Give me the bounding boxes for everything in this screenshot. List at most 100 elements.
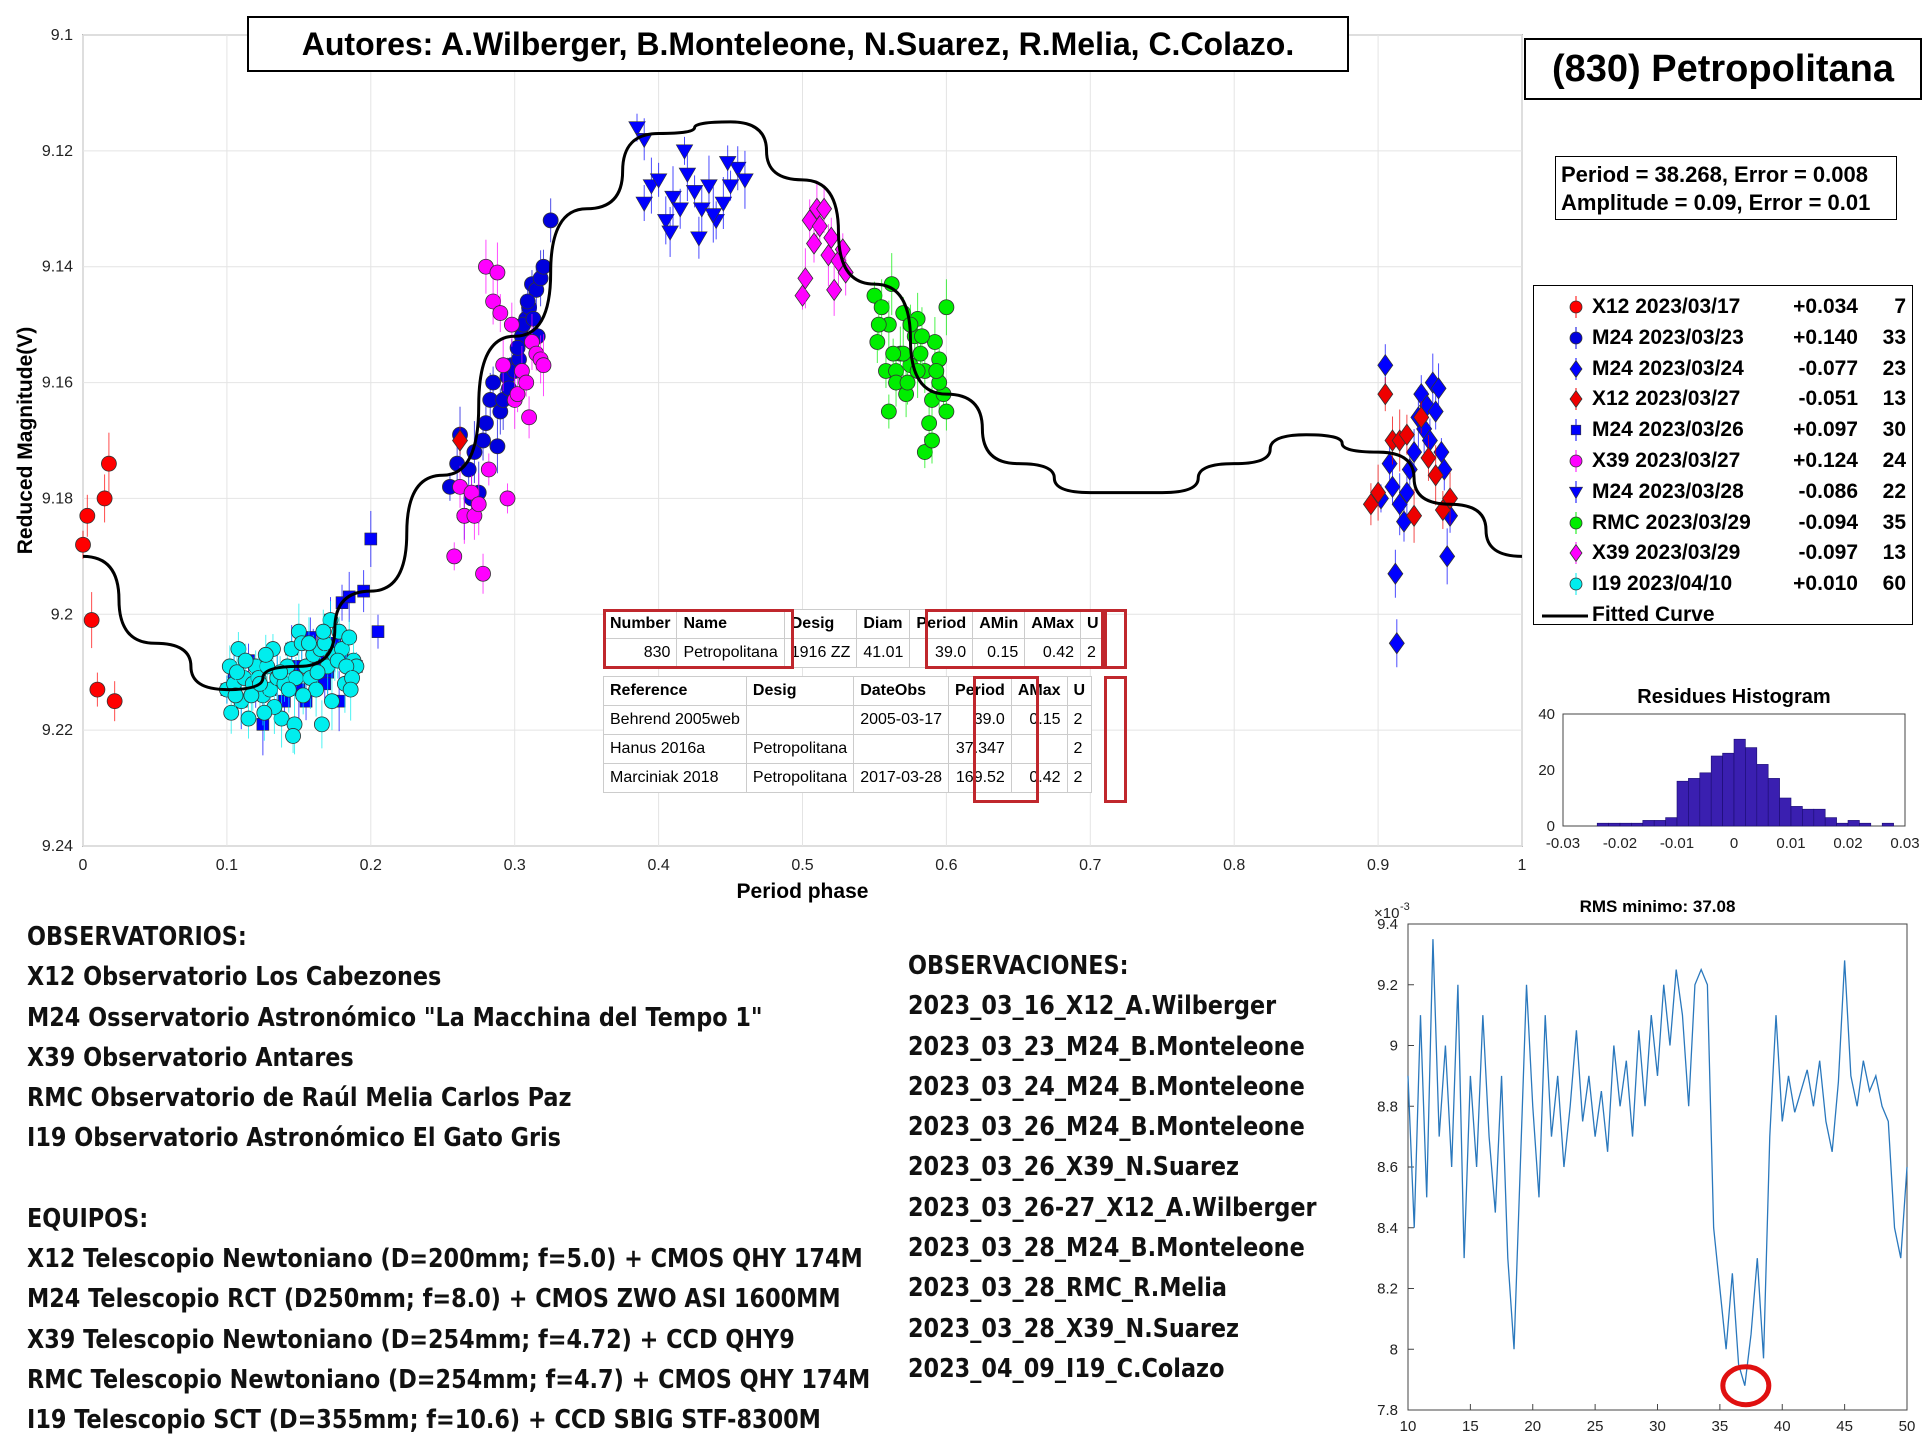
equipo-item: X12 Telescopio Newtoniano (D=200mm; f=5.… [27, 1244, 863, 1275]
observacion-item: 2023_03_28_M24_B.Monteleone [908, 1233, 1305, 1264]
legend-marker-icon [1569, 326, 1583, 349]
histogram-bar [1722, 752, 1735, 827]
histogram-bar [1653, 820, 1666, 827]
y-tick-label: 9.22 [42, 722, 73, 739]
data-point [826, 278, 843, 302]
data-point [1569, 516, 1583, 529]
legend-label: Fitted Curve [1592, 603, 1715, 626]
data-point [1568, 486, 1584, 499]
observatorio-item: I19 Observatorio Astronómico El Gato Gri… [27, 1123, 561, 1154]
y-tick-label: 9.14 [42, 259, 73, 276]
rms-y-tick: 8.6 [1377, 1159, 1398, 1176]
table-cell: 39.0 [909, 638, 974, 668]
legend-count: 23 [1882, 356, 1906, 380]
table-header-cell: Period [948, 676, 1012, 706]
table-header-cell: U [1079, 609, 1106, 639]
table-header-cell: Number [602, 609, 678, 639]
rms-x-tick: 30 [1649, 1418, 1666, 1435]
observatorios-section: OBSERVATORIOS: X12 Observatorio Los Cabe… [27, 917, 870, 1441]
equipo-item: M24 Telescopio RCT (D250mm; f=8.0) + CMO… [27, 1284, 841, 1315]
y-tick-label: 9.1 [51, 27, 73, 44]
histogram-bar [1642, 820, 1655, 827]
observaciones-section: OBSERVACIONES: 2023_03_16_X12_A.Wilberge… [908, 946, 1317, 1389]
series-m24-2023-03-28 [628, 113, 754, 259]
legend-count: 22 [1882, 479, 1906, 503]
data-point [542, 212, 559, 229]
table-cell [853, 734, 950, 764]
data-point [79, 507, 96, 524]
table-cell: 2017-03-28 [853, 763, 950, 793]
histogram-bar [1881, 822, 1894, 827]
table-cell: Behrend 2005web [603, 705, 747, 735]
data-point [1398, 423, 1415, 446]
rms-y-multiplier: ×10 [1374, 905, 1399, 922]
data-point [1377, 382, 1394, 406]
histogram-bar [1756, 764, 1769, 827]
table-row: Behrend 2005web 2005-03-17 39.0 0.15 2 [603, 705, 1093, 735]
histogram-x-tick: 0.01 [1776, 835, 1805, 852]
data-point [1406, 440, 1423, 464]
histogram-bar [1790, 806, 1803, 827]
legend-entry: Fitted Curve [1534, 600, 1912, 630]
rms-x-tick: 50 [1899, 1418, 1916, 1435]
phase-plot-legend: X12 2023/03/17 +0.034 7 M24 2023/03/23 +0.14… [1533, 285, 1913, 626]
data-point [685, 185, 704, 201]
histogram-title: Residues Histogram [1637, 686, 1830, 708]
legend-entry: M24 2023/03/23 +0.140 33 [1534, 323, 1912, 353]
histogram-x-tick: -0.01 [1660, 835, 1694, 852]
histogram-x-tick: -0.03 [1546, 835, 1580, 852]
x-tick-label: 0 [79, 857, 88, 874]
rms-title: RMS minimo: 37.08 [1580, 897, 1736, 916]
observacion-item: 2023_03_26_M24_B.Monteleone [908, 1112, 1305, 1143]
data-point [509, 386, 526, 403]
rms-y-tick: 8.4 [1377, 1220, 1398, 1237]
data-point [649, 173, 668, 189]
table-cell: 830 [602, 638, 678, 668]
series-x39-2023-03-27 [446, 239, 552, 594]
data-point [535, 357, 552, 374]
legend-count: 33 [1882, 325, 1906, 349]
legend-label: X12 2023/03/17 [1592, 295, 1741, 318]
data-point [714, 196, 733, 212]
legend-entry: X12 2023/03/17 +0.034 7 [1534, 292, 1912, 322]
data-point [671, 202, 689, 218]
table-header-cell: U [1066, 676, 1093, 706]
legend-marker-icon [1569, 296, 1583, 318]
rms-periodogram: RMS minimo: 37.08 ×10 -3 10 15 20 25 30 35 40 45 50… [1374, 897, 1915, 1435]
data-point [1569, 544, 1583, 563]
legend-count: 60 [1882, 572, 1906, 596]
data-point [492, 305, 509, 321]
data-point [938, 403, 955, 420]
data-point [914, 328, 930, 345]
histogram-x-tick: 0 [1730, 835, 1738, 852]
rms-x-tick: 40 [1774, 1418, 1791, 1435]
data-point [1569, 390, 1583, 409]
rms-x-tick: 10 [1400, 1418, 1417, 1435]
data-point [736, 173, 754, 189]
rms-y-tick: 8.2 [1377, 1281, 1398, 1298]
legend-offset: +0.140 [1793, 325, 1858, 349]
rms-x-tick: 35 [1712, 1418, 1729, 1435]
x-tick-label: 1 [1518, 857, 1527, 874]
data-point [873, 299, 890, 316]
table-cell [745, 705, 855, 735]
observacion-item: 2023_03_16_X12_A.Wilberger [908, 991, 1277, 1022]
data-point [1406, 504, 1423, 527]
table-header-row: Reference Desig DateObs Period AMax U [603, 676, 1093, 706]
observacion-item: 2023_03_26_X39_N.Suarez [908, 1152, 1240, 1183]
legend-marker-icon [1570, 419, 1582, 442]
legend-offset: -0.077 [1798, 356, 1858, 380]
x-tick-label: 0.3 [504, 857, 526, 874]
data-point [489, 264, 506, 281]
rms-y-tick: 9.4 [1377, 916, 1398, 933]
data-point [797, 267, 814, 290]
data-point [237, 652, 254, 669]
table-header-cell: Name [676, 609, 785, 639]
data-point [880, 403, 897, 420]
rms-y-tick: 8.8 [1377, 1098, 1398, 1115]
legend-marker-icon [1569, 357, 1583, 380]
x-tick-label: 0.1 [216, 857, 238, 874]
table-cell: 2 [1079, 638, 1106, 668]
legend-offset: -0.097 [1798, 541, 1858, 565]
observatorio-item: M24 Osservatorio Astronómico "La Macchin… [27, 1002, 763, 1033]
